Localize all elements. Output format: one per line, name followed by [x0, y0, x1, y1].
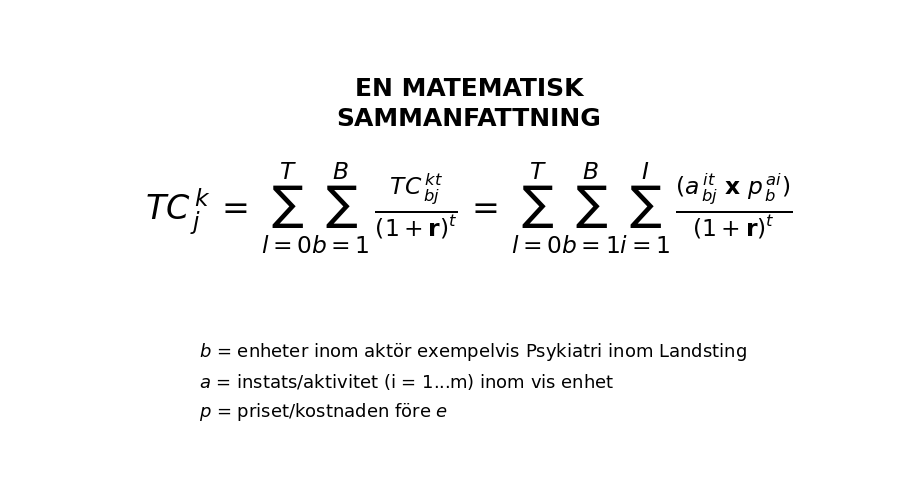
Text: $b$ = enheter inom aktör exempelvis Psykiatri inom Landsting: $b$ = enheter inom aktör exempelvis Psyk… — [199, 341, 748, 363]
Text: EN MATEMATISK: EN MATEMATISK — [355, 77, 583, 102]
Text: $a$ = instats/aktivitet (i = 1...m) inom vis enhet: $a$ = instats/aktivitet (i = 1...m) inom… — [199, 372, 615, 392]
Text: SAMMANFATTNING: SAMMANFATTNING — [337, 107, 601, 131]
Text: $p$ = priset/kostnaden före $e$: $p$ = priset/kostnaden före $e$ — [199, 401, 448, 423]
Text: $\mathit{TC}^{\,k}_{\,j}\,=\,\sum_{l=0}^{T}\sum_{b=1}^{B}\,\frac{\mathit{TC}^{\,: $\mathit{TC}^{\,k}_{\,j}\,=\,\sum_{l=0}^… — [145, 161, 792, 257]
